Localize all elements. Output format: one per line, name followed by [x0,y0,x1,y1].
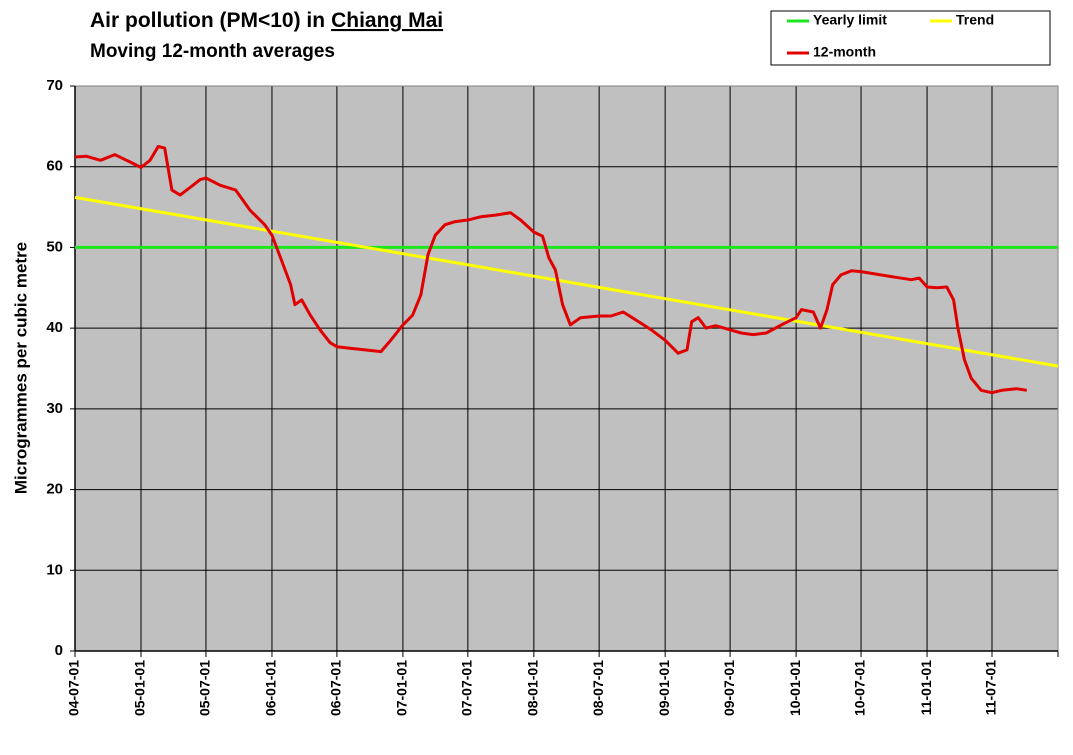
x-tick-label: 11-07-01 [983,660,999,715]
y-axis-label: Microgrammes per cubic metre [11,242,30,494]
x-tick-label: 04-07-01 [66,660,82,716]
legend-label: Yearly limit [813,12,887,28]
plot-area [75,86,1058,651]
legend-label: Trend [956,12,994,28]
series-line [74,195,1059,368]
x-tick-label: 08-01-01 [525,660,541,716]
y-tick-label: 10 [46,561,63,578]
x-tick-label: 05-07-01 [197,660,213,716]
title-text: Air pollution (PM<10) in [90,9,325,32]
title-place[interactable]: Chiang Mai [331,9,443,32]
chart-title: Air pollution (PM<10) in Chiang Mai [90,9,443,32]
x-tick-label: 09-07-01 [721,660,737,716]
x-tick-label: 08-07-01 [590,660,606,716]
x-tick-label: 07-01-01 [394,660,410,716]
x-tick-label: 06-01-01 [263,660,279,716]
y-tick-label: 40 [46,319,63,336]
y-tick-label: 50 [46,238,63,255]
series-line [74,145,1028,395]
y-tick-label: 20 [46,481,63,498]
y-tick-label: 60 [46,158,63,175]
x-tick-label: 11-01-01 [918,660,934,715]
y-tick-label: 30 [46,400,63,417]
legend-label: 12-month [813,44,876,60]
x-tick-label: 10-07-01 [852,660,868,716]
y-tick-label: 0 [55,642,63,659]
x-tick-label: 05-01-01 [132,660,148,716]
x-tick-label: 06-07-01 [328,660,344,716]
x-tick-label: 09-01-01 [656,660,672,716]
y-tick-label: 70 [46,77,63,94]
chart-subtitle: Moving 12-month averages [90,41,335,62]
legend-box [770,10,1051,66]
x-tick-label: 07-07-01 [459,660,475,716]
x-tick-label: 10-01-01 [787,660,803,716]
